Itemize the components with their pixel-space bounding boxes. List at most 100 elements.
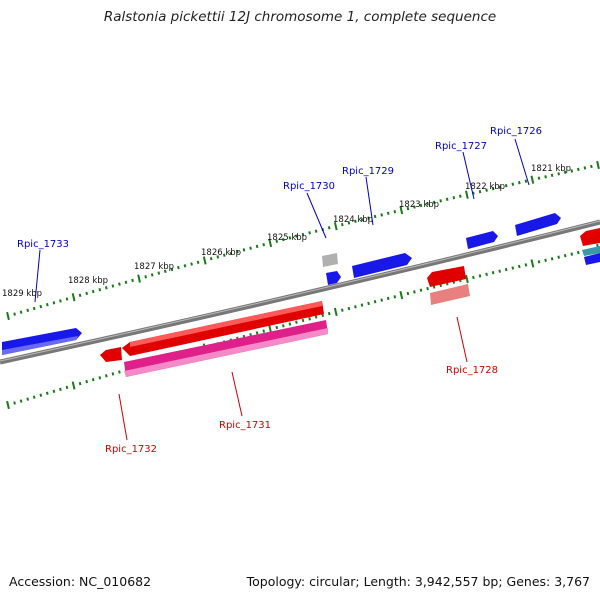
reverse-scale-minor-tick (491, 271, 495, 275)
forward-scale-minor-tick (452, 196, 456, 200)
reverse-scale-minor-tick (557, 255, 561, 259)
forward-scale-minor-tick (222, 253, 226, 257)
forward-scale-minor-tick (170, 267, 174, 272)
forward-scale-minor-tick (550, 173, 554, 177)
kbp-label-1822: 1822 kbp (465, 182, 505, 192)
reverse-scale-minor-tick (255, 331, 259, 335)
forward-scale-minor-tick (498, 185, 502, 189)
forward-scale-minor-tick (209, 257, 213, 261)
reverse-scale-minor-tick (413, 290, 416, 294)
label-rpic-1727[interactable]: Rpic_1727 (435, 141, 487, 152)
reverse-scale-minor-tick (511, 266, 515, 270)
forward-scale-minor-tick (439, 199, 443, 203)
forward-scale-minor-tick (236, 249, 239, 254)
forward-scale-minor-tick (557, 172, 561, 176)
reverse-scale-minor-tick (485, 272, 488, 276)
forward-scale-minor-tick (511, 182, 515, 186)
forward-scale-minor-tick (478, 190, 482, 194)
reverse-scale-minor-tick (295, 320, 298, 324)
chromosome-backbone-highlight (0, 220, 600, 362)
forward-scale-minor-tick (314, 229, 318, 233)
label-rpic-1728[interactable]: Rpic_1728 (446, 365, 498, 376)
reverse-scale-minor-tick (26, 397, 30, 401)
forward-scale-minor-tick (183, 264, 187, 268)
reverse-scale-minor-tick (32, 395, 36, 399)
forward-scale-minor-tick (386, 211, 390, 215)
reverse-scale-minor-tick (360, 303, 364, 307)
gene-rpic-1726[interactable] (515, 213, 561, 236)
gene-rpic-1732[interactable] (100, 347, 122, 362)
reverse-scale-minor-tick (570, 252, 574, 256)
forward-scale-minor-tick (150, 273, 154, 277)
reverse-scale-major-tick (71, 381, 76, 390)
forward-scale-minor-tick (157, 271, 161, 275)
reverse-scale-minor-tick (517, 264, 521, 269)
forward-scale-minor-tick (13, 312, 16, 316)
forward-scale-minor-tick (85, 291, 89, 296)
kbp-label-1829: 1829 kbp (2, 289, 42, 299)
forward-scale-minor-tick (485, 188, 488, 192)
label-rpic-1731[interactable]: Rpic_1731 (219, 420, 271, 431)
gene-rpic-1728[interactable] (427, 266, 466, 287)
leader-rpic-1728 (456, 316, 468, 363)
kbp-label-1823: 1823 kbp (399, 200, 439, 210)
reverse-scale-minor-tick (373, 300, 377, 304)
forward-scale-minor-tick (445, 197, 449, 201)
gene-rpic-1728-pseudo[interactable] (430, 284, 470, 305)
gene-rpic-1731-shade (130, 301, 322, 347)
gene-rpic-1729[interactable] (352, 253, 412, 278)
forward-scale-minor-tick (537, 176, 541, 180)
reverse-scale-minor-tick (576, 250, 580, 255)
forward-scale-minor-tick (91, 289, 95, 294)
reverse-scale-minor-tick (288, 322, 292, 326)
forward-scale-minor-tick (190, 262, 193, 266)
forward-scale-major-tick (6, 311, 10, 321)
forward-scale-minor-tick (576, 167, 580, 172)
forward-scale-minor-tick (111, 284, 115, 288)
reverse-scale-minor-tick (354, 305, 357, 309)
map-title: Ralstonia pickettii 12J chromosome 1, co… (103, 9, 497, 25)
forward-scale-minor-tick (563, 170, 567, 174)
label-rpic-1733[interactable]: Rpic_1733 (17, 239, 69, 250)
forward-scale-minor-tick (590, 164, 593, 169)
label-rpic-1729[interactable]: Rpic_1729 (342, 166, 394, 177)
kbp-label-1826: 1826 kbp (201, 248, 241, 258)
kbp-label-1821: 1821 kbp (531, 164, 571, 174)
reverse-scale-minor-tick (544, 258, 547, 262)
forward-scale-minor-tick (19, 310, 23, 314)
reverse-scale-major-tick (268, 325, 273, 334)
forward-scale-minor-tick (413, 205, 416, 209)
reverse-scale-minor-tick (426, 286, 429, 291)
forward-scale-minor-tick (504, 184, 508, 188)
label-rpic-1726[interactable]: Rpic_1726 (490, 126, 542, 137)
forward-scale-minor-tick (373, 214, 377, 219)
gene-labels: Rpic_1733 Rpic_1730 Rpic_1729 Rpic_1727 … (17, 126, 542, 455)
reverse-scale-minor-tick (98, 376, 102, 380)
forward-scale-major-tick (596, 160, 600, 170)
gene-rpic-1727[interactable] (466, 231, 498, 249)
reverse-scale-minor-tick (380, 298, 384, 302)
forward-scale-major-tick (71, 293, 76, 302)
forward-scale-major-tick (333, 222, 338, 231)
gene-edge-red (580, 228, 600, 246)
label-rpic-1730[interactable]: Rpic_1730 (283, 181, 335, 192)
gene-rpic-1730[interactable] (326, 271, 341, 285)
forward-scale-minor-tick (406, 206, 410, 211)
leader-rpic-1732 (118, 393, 128, 441)
forward-scale-minor-tick (517, 181, 521, 185)
reverse-scale-minor-tick (340, 308, 344, 312)
forward-scale-minor-tick (177, 265, 180, 270)
forward-scale-minor-tick (360, 218, 364, 222)
forward-scale-minor-tick (124, 280, 128, 284)
forward-scale-major-tick (530, 175, 535, 184)
reverse-scale-major-tick (6, 400, 10, 410)
forward-scale-minor-tick (196, 260, 200, 264)
forward-scale-minor-tick (354, 219, 357, 223)
reverse-scale-minor-tick (308, 317, 311, 321)
reverse-scale-minor-tick (301, 318, 305, 323)
reverse-scale-minor-tick (478, 274, 482, 278)
label-rpic-1732[interactable]: Rpic_1732 (105, 444, 157, 455)
forward-scale-minor-tick (419, 203, 423, 208)
reverse-scale-minor-tick (393, 295, 397, 299)
label-leaders (34, 138, 530, 441)
